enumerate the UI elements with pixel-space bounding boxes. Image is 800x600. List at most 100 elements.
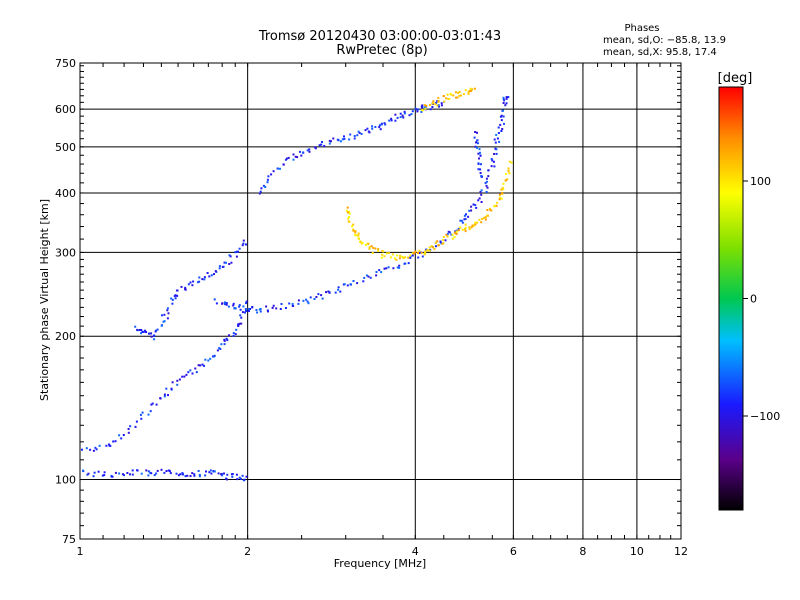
data-point xyxy=(327,290,330,293)
data-point xyxy=(476,139,479,142)
data-point xyxy=(191,372,194,375)
data-point xyxy=(299,150,301,153)
data-point xyxy=(86,473,89,476)
data-point xyxy=(98,444,101,447)
data-point xyxy=(249,308,251,310)
data-point xyxy=(169,472,172,475)
data-point xyxy=(402,116,405,119)
data-point xyxy=(203,278,206,281)
data-point xyxy=(416,110,419,113)
data-point xyxy=(259,308,262,310)
data-point xyxy=(470,226,473,229)
phase-stats-heading: Phases xyxy=(624,23,659,34)
data-point xyxy=(367,242,370,245)
data-point xyxy=(108,443,110,446)
data-point xyxy=(502,182,505,185)
data-point xyxy=(195,371,198,374)
data-point xyxy=(446,235,449,238)
data-point xyxy=(462,93,465,96)
data-point xyxy=(226,339,229,342)
data-point xyxy=(307,302,310,305)
data-point xyxy=(477,152,480,155)
data-point xyxy=(478,197,481,200)
data-point xyxy=(242,242,245,245)
data-point xyxy=(477,168,480,171)
data-point xyxy=(166,317,169,320)
data-point xyxy=(444,239,447,242)
data-point xyxy=(457,91,460,94)
x-tick-label: 6 xyxy=(510,545,517,558)
data-point xyxy=(476,142,479,145)
data-point xyxy=(135,420,138,423)
data-point xyxy=(97,470,100,473)
data-point xyxy=(114,440,117,443)
data-point xyxy=(275,307,278,310)
data-point xyxy=(239,308,242,311)
data-point xyxy=(118,434,121,437)
data-point xyxy=(205,470,207,473)
data-point xyxy=(507,167,510,170)
data-point xyxy=(191,472,194,475)
data-point xyxy=(502,109,504,112)
data-point xyxy=(354,234,357,237)
x-tick-label: 2 xyxy=(244,545,251,558)
data-point xyxy=(495,204,498,207)
data-point xyxy=(384,123,387,126)
data-point xyxy=(353,135,356,137)
data-point xyxy=(381,253,384,256)
data-point xyxy=(418,252,421,254)
data-point xyxy=(480,201,483,203)
data-point xyxy=(464,226,467,229)
data-point xyxy=(235,328,238,331)
data-point xyxy=(414,107,417,110)
data-point xyxy=(321,141,323,143)
data-point xyxy=(418,249,421,252)
data-point xyxy=(364,243,367,246)
data-point xyxy=(165,470,168,472)
data-point xyxy=(197,364,200,367)
data-point xyxy=(189,281,192,284)
data-point xyxy=(414,250,417,253)
data-point xyxy=(368,247,371,250)
data-point xyxy=(380,123,383,126)
data-point xyxy=(399,116,402,119)
data-point xyxy=(346,206,349,209)
data-point xyxy=(353,137,356,140)
data-point xyxy=(383,122,386,125)
data-point xyxy=(505,97,508,100)
data-point xyxy=(493,138,496,141)
data-point xyxy=(352,280,355,282)
data-point xyxy=(245,309,248,312)
data-point xyxy=(380,256,383,259)
data-point xyxy=(163,313,166,316)
data-point xyxy=(225,337,228,340)
data-point xyxy=(357,232,360,235)
data-point xyxy=(168,470,171,473)
data-point xyxy=(266,178,269,181)
data-point xyxy=(234,307,237,310)
data-point xyxy=(198,276,201,279)
data-point xyxy=(127,431,130,434)
data-point xyxy=(490,165,493,168)
data-point xyxy=(468,90,471,92)
data-point xyxy=(356,134,359,137)
data-point xyxy=(385,252,388,255)
data-point xyxy=(475,141,477,144)
data-point xyxy=(111,475,114,478)
data-point xyxy=(336,138,339,141)
data-point xyxy=(225,261,227,264)
data-point xyxy=(437,99,440,102)
data-point xyxy=(365,274,368,277)
data-point xyxy=(352,228,355,231)
data-point xyxy=(343,283,346,286)
data-point xyxy=(467,91,470,94)
data-point xyxy=(226,473,229,476)
data-point xyxy=(431,106,434,108)
data-point xyxy=(501,191,504,194)
data-point xyxy=(156,469,159,472)
data-point xyxy=(255,309,258,311)
data-point xyxy=(505,102,508,105)
data-point xyxy=(198,475,201,478)
y-tick-label: 100 xyxy=(55,474,76,487)
data-point xyxy=(445,233,448,236)
